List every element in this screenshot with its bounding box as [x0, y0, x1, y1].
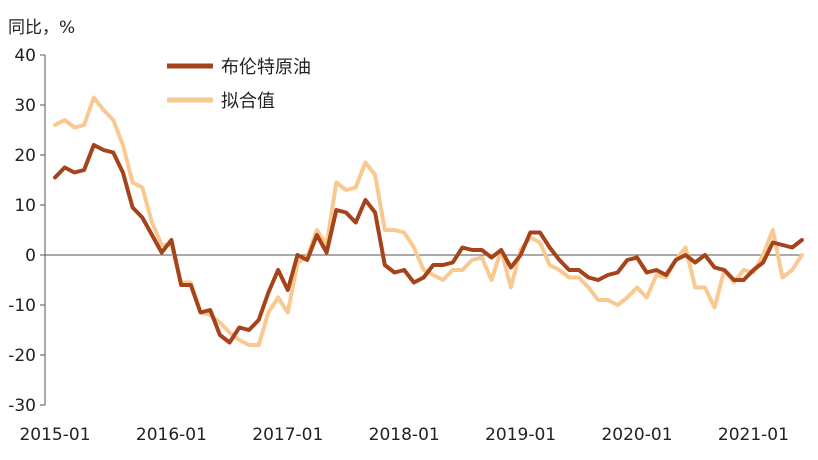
x-tick-label: 2021-01: [718, 425, 789, 445]
y-axis: -30 -20 -10 0 10 20 30 40: [8, 46, 46, 416]
y-tick-label: 10: [14, 196, 36, 216]
y-tick-label: 20: [14, 146, 36, 166]
series-line-brent: [53, 143, 804, 345]
y-tick-label: -10: [8, 296, 36, 316]
x-tick-label: 2017-01: [252, 425, 323, 445]
y-tick-label: 0: [25, 246, 36, 266]
y-axis-unit-label: 同比，%: [8, 18, 75, 38]
y-tick-label: -20: [8, 346, 36, 366]
x-tick-label: 2020-01: [601, 425, 672, 445]
legend-label: 布伦特原油: [221, 57, 311, 78]
y-tick-label: -30: [8, 396, 36, 416]
x-tick-label: 2015-01: [19, 425, 90, 445]
y-tick-label: 40: [14, 46, 36, 66]
x-axis: 2015-01 2016-01 2017-01 2018-01 2019-01 2020-…: [19, 254, 800, 445]
x-tick-label: 2018-01: [369, 425, 440, 445]
series-layer: [53, 95, 804, 347]
x-tick-label: 2019-01: [485, 425, 556, 445]
y-tick-label: 30: [14, 96, 36, 116]
series-line-fitted: [53, 95, 804, 347]
x-tick-label: 2016-01: [136, 425, 207, 445]
legend-label: 拟合值: [221, 91, 275, 112]
